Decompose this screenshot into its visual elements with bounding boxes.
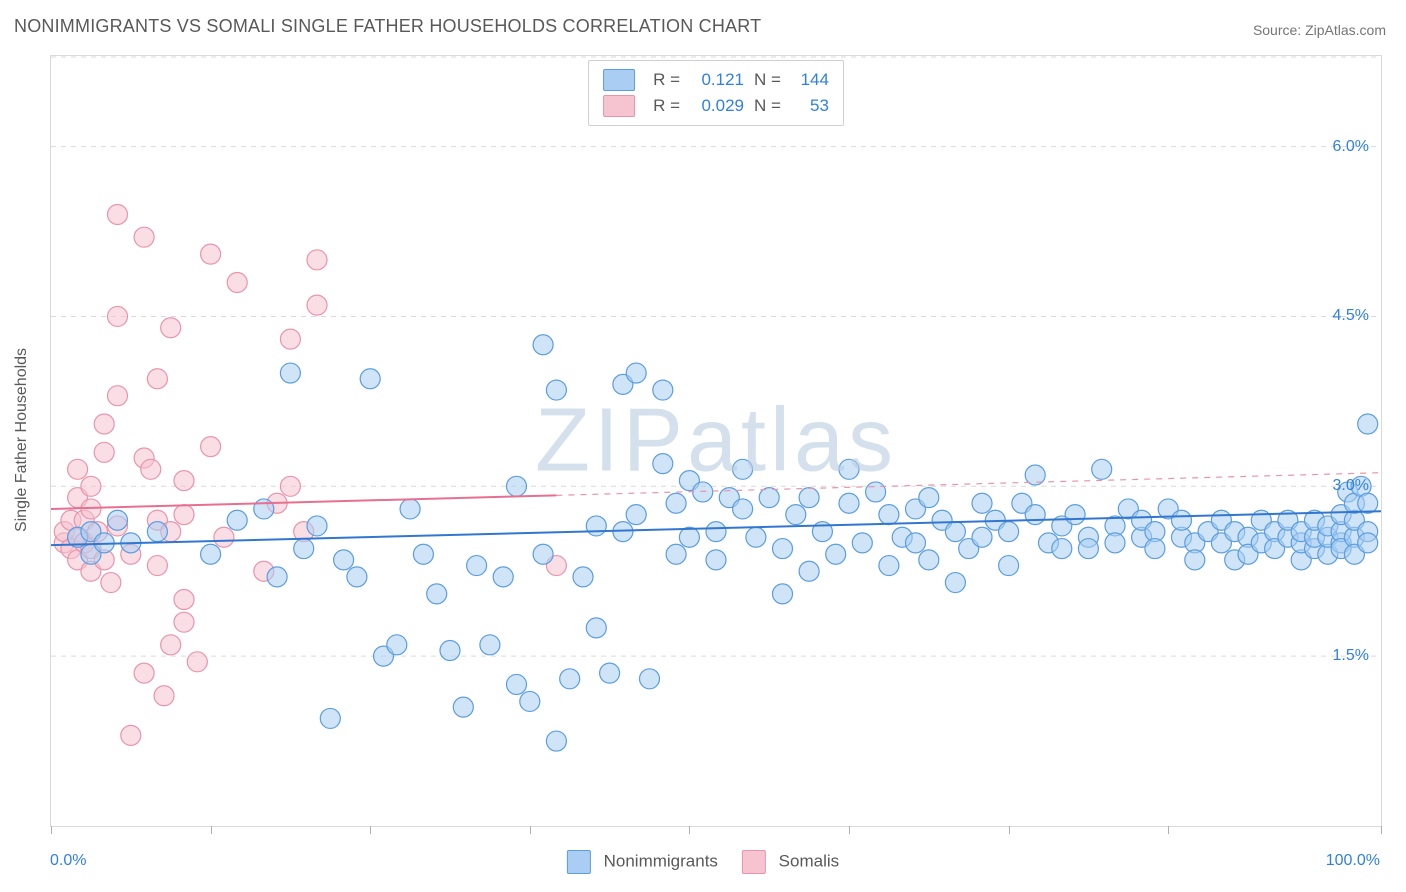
legend-label: Nonimmigrants (604, 851, 718, 870)
legend-row-nonimmigrants: R = 0.121 N = 144 (603, 67, 829, 93)
y-axis-label: Single Father Households (13, 348, 31, 532)
legend-swatch-pink (742, 850, 766, 874)
legend-swatch-blue (603, 69, 635, 91)
legend-swatch-blue (567, 850, 591, 874)
x-tick (1168, 826, 1169, 834)
x-tick (211, 826, 212, 834)
n-label: N = (754, 67, 781, 93)
r-label: R = (653, 67, 680, 93)
y-tick-label: 1.5% (1333, 647, 1369, 665)
legend-label: Somalis (779, 851, 839, 870)
x-tick (51, 826, 52, 834)
correlation-legend: R = 0.121 N = 144 R = 0.029 N = 53 (588, 60, 844, 126)
x-tick (1381, 826, 1382, 834)
plot-area: ZIPatlas R = 0.121 N = 144 R = 0.029 N =… (50, 55, 1382, 827)
n-value: 144 (791, 67, 829, 93)
scatter-plot-svg (51, 56, 1381, 826)
r-value: 0.121 (690, 67, 744, 93)
x-tick (530, 826, 531, 834)
x-tick (1009, 826, 1010, 834)
n-label: N = (754, 93, 781, 119)
y-tick-label: 3.0% (1333, 477, 1369, 495)
series-legend: Nonimmigrants Somalis (567, 850, 839, 874)
legend-swatch-pink (603, 95, 635, 117)
y-tick-label: 4.5% (1333, 307, 1369, 325)
r-label: R = (653, 93, 680, 119)
legend-item-somalis: Somalis (742, 850, 839, 874)
legend-row-somalis: R = 0.029 N = 53 (603, 93, 829, 119)
n-value: 53 (791, 93, 829, 119)
x-tick (849, 826, 850, 834)
x-axis-min-label: 0.0% (50, 852, 86, 870)
chart-title: NONIMMIGRANTS VS SOMALI SINGLE FATHER HO… (14, 16, 761, 37)
r-value: 0.029 (690, 93, 744, 119)
x-tick (370, 826, 371, 834)
x-tick (689, 826, 690, 834)
x-axis-max-label: 100.0% (1326, 852, 1380, 870)
legend-item-nonimmigrants: Nonimmigrants (567, 850, 718, 874)
y-tick-label: 6.0% (1333, 138, 1369, 156)
source-attribution: Source: ZipAtlas.com (1253, 22, 1386, 38)
